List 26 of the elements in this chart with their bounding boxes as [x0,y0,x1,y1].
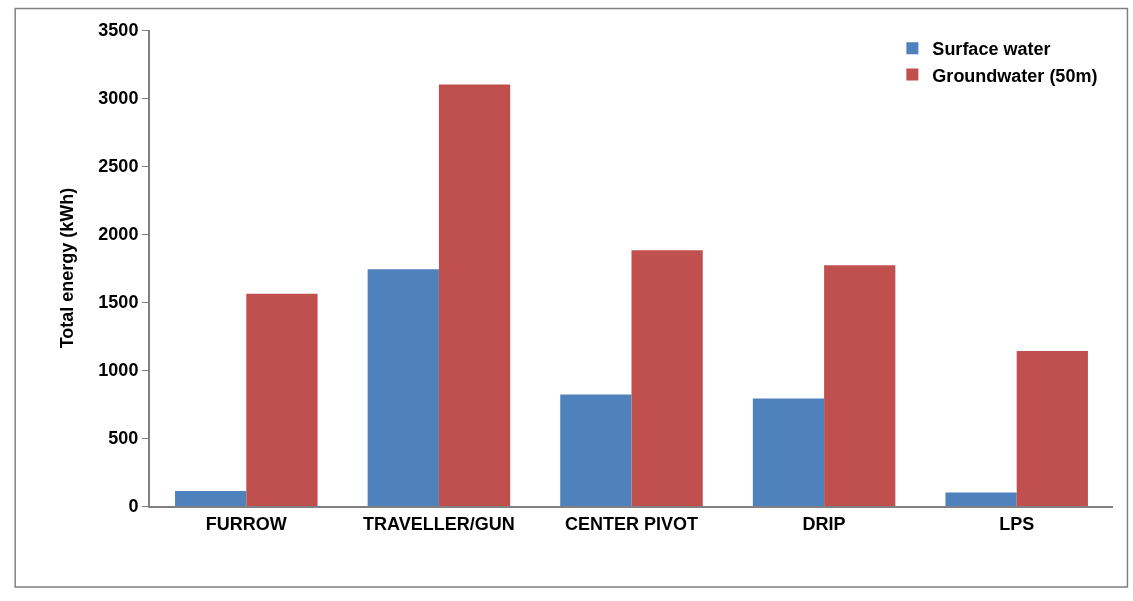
y-tick-label: 0 [128,496,139,517]
bar [175,491,247,506]
bar [824,265,896,506]
bar [631,250,703,506]
y-tick-label: 500 [108,428,139,449]
bar [1016,350,1088,506]
x-tick-label: FURROW [205,513,287,534]
x-tick-label: DRIP [802,513,846,534]
bar [246,293,318,506]
y-tick-label: 2000 [98,224,139,245]
bar [438,84,511,506]
y-tick-label: 1500 [98,292,139,313]
bar [367,269,439,506]
x-tick-label: LPS [999,513,1035,534]
legend-label: Groundwater (50m) [932,65,1098,86]
y-tick-label: 3000 [98,88,139,109]
bar [560,394,632,506]
y-tick-label: 3500 [98,20,139,41]
bar [945,492,1017,506]
y-axis-title: Total energy (kWh) [57,187,78,349]
y-tick-label: 2500 [98,156,139,177]
y-tick-label: 1000 [98,360,139,381]
x-tick-label: CENTER PIVOT [564,513,699,534]
bar [752,398,825,506]
x-tick-label: TRAVELLER/GUN [363,513,515,534]
legend-label: Surface water [932,39,1051,60]
